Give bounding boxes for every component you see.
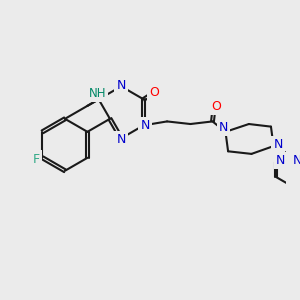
Text: N: N bbox=[293, 154, 300, 167]
Text: N: N bbox=[274, 138, 283, 151]
Text: N: N bbox=[276, 154, 286, 167]
Text: F: F bbox=[33, 153, 40, 166]
Text: N: N bbox=[219, 121, 228, 134]
Text: O: O bbox=[149, 85, 159, 99]
Text: NH: NH bbox=[88, 87, 106, 100]
Text: N: N bbox=[140, 119, 150, 132]
Text: N: N bbox=[116, 133, 126, 146]
Text: N: N bbox=[116, 79, 126, 92]
Text: O: O bbox=[212, 100, 221, 113]
